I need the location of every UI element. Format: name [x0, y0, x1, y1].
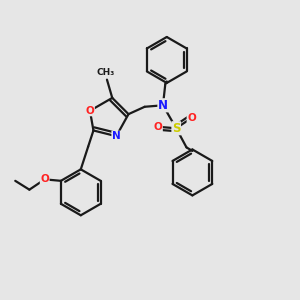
Text: O: O	[85, 106, 94, 116]
Text: O: O	[154, 122, 162, 132]
Text: S: S	[172, 122, 180, 135]
Text: O: O	[187, 113, 196, 123]
Text: O: O	[40, 174, 49, 184]
Text: N: N	[112, 131, 121, 141]
Text: CH₃: CH₃	[96, 68, 115, 77]
Text: N: N	[158, 99, 168, 112]
